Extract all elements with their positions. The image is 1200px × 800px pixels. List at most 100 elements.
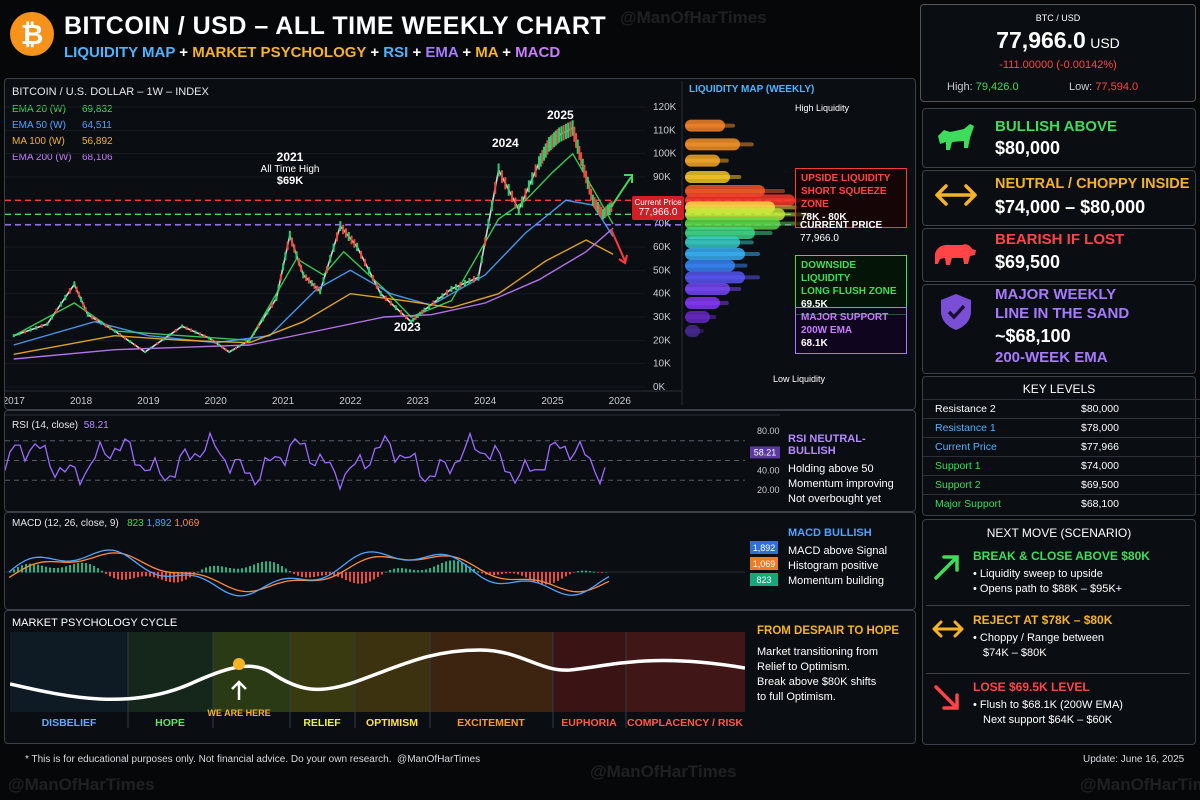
macd-bar [501, 572, 503, 575]
macd-bar [109, 572, 111, 577]
arrow-up-right-icon [934, 555, 959, 580]
bull-icon [938, 124, 974, 150]
liquidity-band [685, 275, 760, 280]
phase-zone [213, 632, 290, 712]
candle [593, 197, 596, 209]
scenario-3: LOSE $69.5K LEVEL • Flush to $68.1K (200… [973, 680, 1123, 726]
candle [29, 328, 32, 332]
candle [419, 311, 422, 317]
macd-chart: 1,892 1,069 823 [5, 541, 778, 597]
macd-bar [217, 565, 219, 573]
macd-value-tag [750, 573, 778, 586]
macd-title: MACD (12, 26, close, 9) 823 1,892 1,069 [12, 518, 200, 529]
phase-label: EUPHORIA [561, 717, 617, 729]
candle [228, 350, 231, 354]
candle [414, 315, 417, 320]
macd-bar [41, 565, 43, 573]
macd-value-tag-text: 823 [756, 575, 771, 585]
candle [527, 180, 530, 193]
rsi-title: RSI (14, close) 58.21 [12, 420, 109, 431]
macd-bar [73, 563, 75, 573]
phase-label: EXCITEMENT [457, 717, 525, 729]
candle [364, 258, 367, 267]
candle [332, 243, 335, 252]
candle [64, 294, 67, 301]
x-tick-label: 2018 [70, 396, 93, 407]
macd-bar [517, 572, 519, 575]
macd-bar [93, 565, 95, 573]
candle [432, 300, 435, 306]
candle [573, 126, 576, 142]
candle [487, 218, 490, 229]
macd-bar [497, 572, 499, 575]
candle [389, 300, 392, 306]
x-tick-label: 2025 [541, 396, 564, 407]
macd-value-tag [750, 541, 778, 554]
major-support-box: MAJOR SUPPORT 200W EMA 68.1K [795, 307, 907, 354]
candle [534, 164, 537, 178]
candle [319, 288, 322, 295]
candle [313, 282, 316, 289]
macd-bar [533, 572, 535, 582]
candle [344, 228, 347, 238]
macd-bar [9, 572, 11, 573]
macd-bar [77, 563, 79, 573]
candle [35, 326, 38, 330]
macd-bar [89, 564, 91, 573]
candle [295, 251, 298, 260]
next-move-title: NEXT MOVE (SCENARIO) [986, 526, 1132, 540]
candle [302, 271, 305, 279]
macd-bar [421, 570, 423, 573]
candle [360, 250, 363, 259]
macd-bar [365, 572, 367, 583]
candle [607, 204, 610, 216]
macd-bar [101, 570, 103, 573]
rsi-tick-label: 80.00 [757, 426, 780, 436]
arrow-up-scenario-head [624, 174, 633, 183]
macd-bar [605, 571, 607, 573]
macd-bar [437, 564, 439, 573]
annotation-2025: 2025 [547, 108, 574, 122]
macd-bar [545, 572, 547, 585]
candle [214, 341, 217, 344]
macd-bar [289, 571, 291, 573]
macd-bar [477, 571, 479, 573]
liquidity-band [685, 329, 704, 333]
candle [541, 149, 544, 164]
macd-bar [201, 569, 203, 573]
macd-bar [561, 572, 563, 579]
indicator-legend-item: EMA 200 (W) 68,106 [12, 152, 113, 163]
candle [305, 274, 308, 282]
macd-bar [285, 568, 287, 573]
x-tick-label: 2017 [5, 396, 25, 407]
scenario-divider [926, 673, 1190, 674]
phase-label: HOPE [155, 717, 185, 729]
x-tick-label: 2022 [339, 396, 362, 407]
candle [524, 188, 527, 200]
macd-bar [145, 572, 147, 577]
macd-bar [149, 572, 151, 577]
y-tick-label: 120K [653, 102, 677, 113]
candle [12, 334, 15, 338]
liquidity-band [685, 287, 742, 291]
candle [569, 121, 572, 137]
quote-high: High: 79,426.0 [947, 81, 1019, 93]
subtitle-item: + [370, 44, 384, 61]
candle [218, 343, 221, 347]
candle [445, 289, 448, 296]
candle [412, 317, 415, 322]
macd-bar [581, 570, 583, 573]
candle [100, 320, 103, 325]
candle [454, 284, 457, 291]
upside-liquidity-box: UPSIDE LIQUIDITY SHORT SQUEEZE ZONE 78K … [795, 168, 907, 228]
macd-bar [49, 567, 51, 573]
candle [84, 307, 87, 312]
macd-bar [565, 572, 567, 577]
macd-bar [389, 569, 391, 573]
candle [325, 266, 328, 274]
macd-bar [377, 572, 379, 577]
macd-bar [325, 572, 327, 576]
macd-value-tag-text: 1,069 [753, 559, 776, 569]
rsi-line [5, 431, 606, 491]
candle [548, 137, 551, 152]
